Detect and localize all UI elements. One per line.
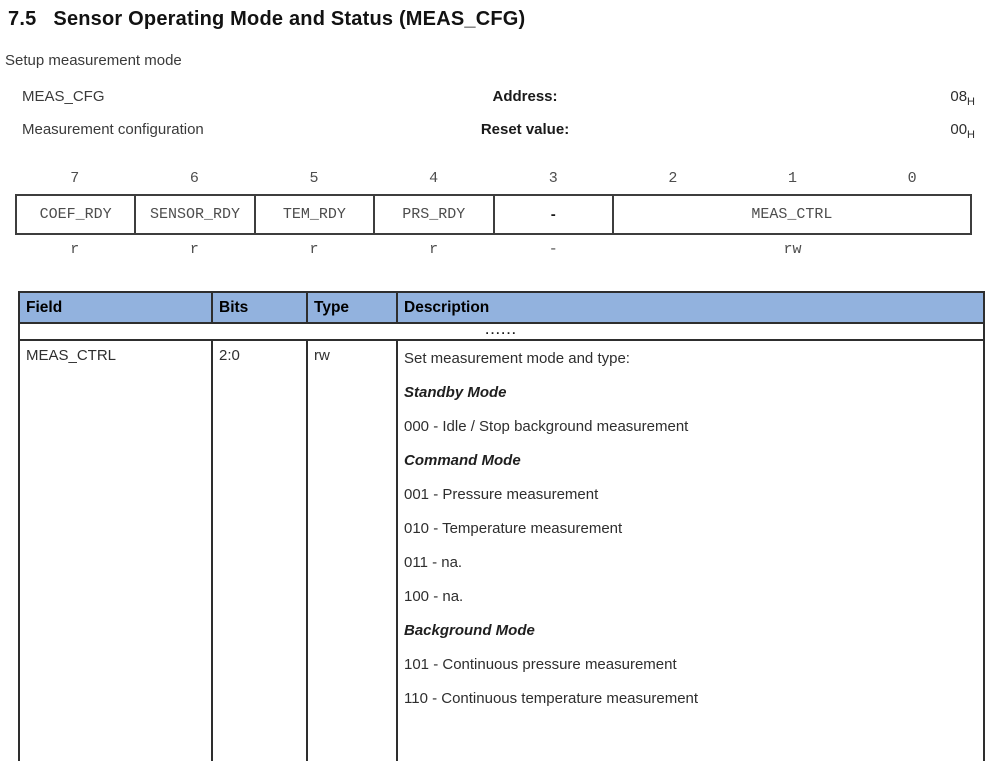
register-info: MEAS_CFG Address: 08H Measurement config… (5, 88, 987, 141)
field-cell: MEAS_CTRL (20, 341, 213, 761)
description-line: 011 - na. (404, 554, 463, 571)
description-line-mode-heading: Standby Mode (404, 384, 507, 401)
bit-number: 0 (907, 170, 917, 187)
bit-number: 4 (429, 170, 439, 187)
access-type: r (189, 241, 199, 258)
access-type: - (548, 241, 558, 258)
ellipsis-row: ...... (20, 324, 983, 341)
description-line-mode-heading: Background Mode (404, 622, 535, 639)
bit-number: 6 (189, 170, 199, 187)
description-line: 101 - Continuous pressure measurement (404, 656, 677, 673)
bit-field-sensor-rdy: SENSOR_RDY (136, 196, 254, 233)
table-row: MEAS_CTRL 2:0 rw Set measurement mode an… (20, 341, 983, 761)
address-value: 08H (685, 88, 975, 108)
column-header-field: Field (20, 293, 213, 322)
description-line: 001 - Pressure measurement (404, 486, 599, 503)
bit-number: 3 (548, 170, 558, 187)
field-description-table: Field Bits Type Description ...... MEAS_… (18, 291, 985, 761)
register-description: Measurement configuration (22, 121, 204, 138)
bit-access-row: r r r r - rw (15, 241, 972, 258)
address-hex: 08 (950, 88, 968, 105)
bits-cell: 2:0 (213, 341, 308, 761)
access-type: r (429, 241, 439, 258)
bit-field-reserved: - (494, 196, 612, 233)
reset-hex-suffix: H (967, 129, 975, 141)
description-line: 010 - Temperature measurement (404, 520, 623, 537)
subtitle: Setup measurement mode (5, 52, 182, 69)
reset-label: Reset value: (480, 121, 570, 138)
bit-field-tem-rdy: TEM_RDY (255, 196, 374, 233)
bit-number: 2 (668, 170, 678, 187)
description-line: Set measurement mode and type: (404, 350, 630, 367)
bit-field-prs-rdy: PRS_RDY (375, 196, 493, 233)
section-number: 7.5 (8, 8, 37, 30)
access-type: rw (783, 241, 802, 258)
bit-number-row: 7 6 5 4 3 2 1 0 (15, 170, 972, 187)
column-header-bits: Bits (213, 293, 308, 322)
description-line: 100 - na. (404, 588, 464, 605)
register-name: MEAS_CFG (22, 88, 105, 105)
access-type: r (309, 241, 319, 258)
type-cell: rw (308, 341, 398, 761)
description-line: 110 - Continuous temperature measurement (404, 690, 699, 707)
column-header-description: Description (404, 299, 490, 316)
description-cell: Set measurement mode and type: Standby M… (398, 341, 983, 761)
bit-number: 7 (70, 170, 80, 187)
register-bit-diagram: 7 6 5 4 3 2 1 0 COEF_RDY SENSOR_RDY TEM_… (15, 170, 972, 258)
description-line: 000 - Idle / Stop background measurement (404, 418, 689, 435)
bit-field-row: COEF_RDY SENSOR_RDY TEM_RDY PRS_RDY - ME… (15, 194, 972, 235)
reset-value: 00H (685, 121, 975, 141)
section-title: Sensor Operating Mode and Status (MEAS_C… (53, 8, 526, 30)
address-hex-suffix: H (967, 96, 975, 108)
table-header-row: Field Bits Type Description (20, 293, 983, 324)
bit-field-coef-rdy: COEF_RDY (17, 196, 135, 233)
address-label: Address: (492, 88, 558, 105)
reset-hex: 00 (950, 121, 968, 138)
access-type: r (70, 241, 80, 258)
bit-field-meas-ctrl: MEAS_CTRL (613, 196, 970, 233)
section-heading: 7.5 Sensor Operating Mode and Status (MEA… (8, 8, 987, 31)
description-line-mode-heading: Command Mode (404, 452, 521, 469)
column-header-type: Type (308, 293, 398, 322)
bit-number: 5 (309, 170, 319, 187)
bit-number: 1 (788, 170, 798, 187)
